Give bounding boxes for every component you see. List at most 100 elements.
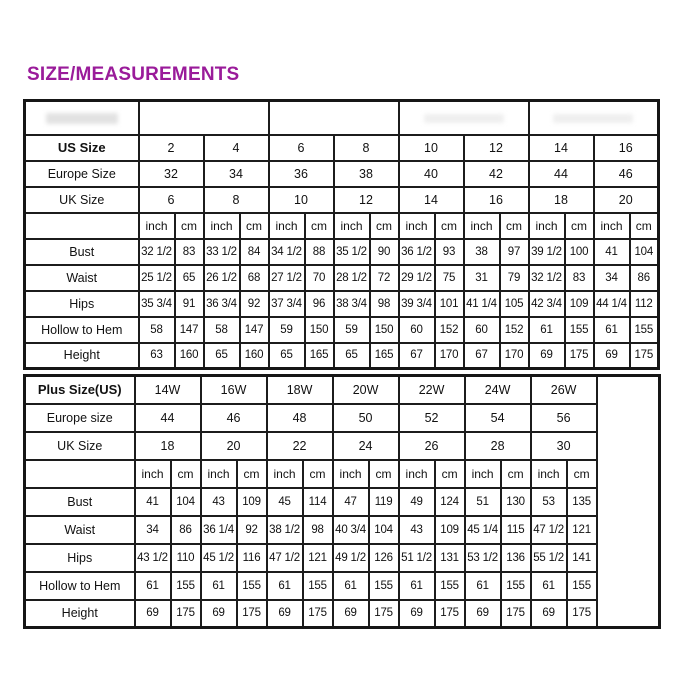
unit-header-inch-cell: inch xyxy=(397,211,436,240)
size-value-cell: 34 xyxy=(202,159,270,188)
measurement-cm-cell: 155 xyxy=(301,570,334,601)
measurement-inch-cell: 34 xyxy=(133,514,172,545)
measurement-cm-cell: 124 xyxy=(433,486,466,517)
measurement-cm-cell: 152 xyxy=(498,315,530,344)
size-value-cell: 36 xyxy=(267,159,335,188)
measurement-inch-cell: 69 xyxy=(397,598,436,629)
unit-row-label-cell xyxy=(23,458,136,489)
measurement-cm-cell: 65 xyxy=(173,263,205,292)
row-label-cell: UK Size xyxy=(23,430,136,461)
size-value-cell: 44 xyxy=(133,402,202,433)
unit-header-cm-cell: cm xyxy=(173,211,205,240)
measurement-cm-cell: 175 xyxy=(301,598,334,629)
measurement-inch-cell: 43 xyxy=(397,514,436,545)
unit-header-inch-cell: inch xyxy=(462,211,501,240)
size-value-cell: 6 xyxy=(137,185,205,214)
measurement-cm-cell: 155 xyxy=(628,315,660,344)
size-value-cell: 22 xyxy=(265,430,334,461)
unit-header-inch-cell: inch xyxy=(463,458,502,489)
size-value-cell: 30 xyxy=(529,430,598,461)
measurement-inch-cell: 38 1/2 xyxy=(265,514,304,545)
measurement-cm-cell: 152 xyxy=(433,315,465,344)
measurement-inch-cell: 65 xyxy=(267,341,306,370)
size-value-cell: 44 xyxy=(527,159,595,188)
row-label-cell: Hips xyxy=(23,289,140,318)
measurement-cm-cell: 86 xyxy=(628,263,660,292)
measurement-inch-cell: 28 1/2 xyxy=(332,263,371,292)
size-value-cell: 20W xyxy=(331,374,400,405)
group-header-label-cell xyxy=(23,99,140,136)
measurement-inch-cell: 41 xyxy=(592,237,631,266)
row-label-cell: Hips xyxy=(23,542,136,573)
measurement-cm-cell: 160 xyxy=(238,341,270,370)
measurement-inch-cell: 27 1/2 xyxy=(267,263,306,292)
measurement-inch-cell: 60 xyxy=(397,315,436,344)
measurement-cm-cell: 130 xyxy=(499,486,532,517)
measurement-inch-cell: 67 xyxy=(462,341,501,370)
row-label-cell: UK Size xyxy=(23,185,140,214)
row-label-cell: Bust xyxy=(23,237,140,266)
measurement-inch-cell: 35 3/4 xyxy=(137,289,176,318)
measurement-cm-cell: 175 xyxy=(499,598,532,629)
size-value-cell: 14 xyxy=(397,185,465,214)
measurement-inch-cell: 61 xyxy=(133,570,172,601)
measurement-cm-cell: 175 xyxy=(565,598,598,629)
measurement-inch-cell: 29 1/2 xyxy=(397,263,436,292)
measurement-inch-cell: 61 xyxy=(331,570,370,601)
row-label-cell: Bust xyxy=(23,486,136,517)
measurement-cm-cell: 100 xyxy=(563,237,595,266)
size-value-cell: 42 xyxy=(462,159,530,188)
measurement-inch-cell: 65 xyxy=(332,341,371,370)
measurement-inch-cell: 34 1/2 xyxy=(267,237,306,266)
row-label-cell: Height xyxy=(23,598,136,629)
measurement-cm-cell: 90 xyxy=(368,237,400,266)
unit-header-cm-cell: cm xyxy=(628,211,660,240)
measurement-inch-cell: 60 xyxy=(462,315,501,344)
size-value-cell: 26 xyxy=(397,430,466,461)
measurement-inch-cell: 39 3/4 xyxy=(397,289,436,318)
size-value-cell: 50 xyxy=(331,402,400,433)
size-value-cell: 16 xyxy=(462,185,530,214)
row-label-cell: Waist xyxy=(23,514,136,545)
row-label-cell: Hollow to Hem xyxy=(23,315,140,344)
unit-header-cm-cell: cm xyxy=(367,458,400,489)
measurement-inch-cell: 38 3/4 xyxy=(332,289,371,318)
measurement-inch-cell: 31 xyxy=(462,263,501,292)
measurement-inch-cell: 45 xyxy=(265,486,304,517)
row-label-cell: Plus Size(US) xyxy=(23,374,136,405)
measurement-cm-cell: 119 xyxy=(367,486,400,517)
measurement-cm-cell: 165 xyxy=(368,341,400,370)
size-value-cell: 24W xyxy=(463,374,532,405)
measurement-cm-cell: 83 xyxy=(563,263,595,292)
measurement-inch-cell: 69 xyxy=(199,598,238,629)
unit-header-inch-cell: inch xyxy=(202,211,241,240)
measurement-cm-cell: 91 xyxy=(173,289,205,318)
measurement-cm-cell: 68 xyxy=(238,263,270,292)
measurement-cm-cell: 135 xyxy=(565,486,598,517)
measurement-cm-cell: 155 xyxy=(563,315,595,344)
measurement-inch-cell: 61 xyxy=(397,570,436,601)
measurement-inch-cell: 61 xyxy=(592,315,631,344)
measurement-inch-cell: 36 1/2 xyxy=(397,237,436,266)
measurement-inch-cell: 65 xyxy=(202,341,241,370)
unit-header-cm-cell: cm xyxy=(303,211,335,240)
measurement-cm-cell: 109 xyxy=(433,514,466,545)
measurement-inch-cell: 36 1/4 xyxy=(199,514,238,545)
measurement-inch-cell: 43 1/2 xyxy=(133,542,172,573)
measurement-cm-cell: 147 xyxy=(173,315,205,344)
measurement-inch-cell: 53 xyxy=(529,486,568,517)
measurement-cm-cell: 104 xyxy=(628,237,660,266)
unit-header-cm-cell: cm xyxy=(301,458,334,489)
unit-header-inch-cell: inch xyxy=(199,458,238,489)
empty-trailing-cell xyxy=(595,374,661,629)
measurement-inch-cell: 67 xyxy=(397,341,436,370)
measurement-cm-cell: 175 xyxy=(628,341,660,370)
size-value-cell: 24 xyxy=(331,430,400,461)
unit-header-inch-cell: inch xyxy=(267,211,306,240)
size-value-cell: 8 xyxy=(332,133,400,162)
measurement-cm-cell: 150 xyxy=(303,315,335,344)
measurement-inch-cell: 69 xyxy=(265,598,304,629)
measurement-inch-cell: 61 xyxy=(529,570,568,601)
measurement-cm-cell: 155 xyxy=(565,570,598,601)
